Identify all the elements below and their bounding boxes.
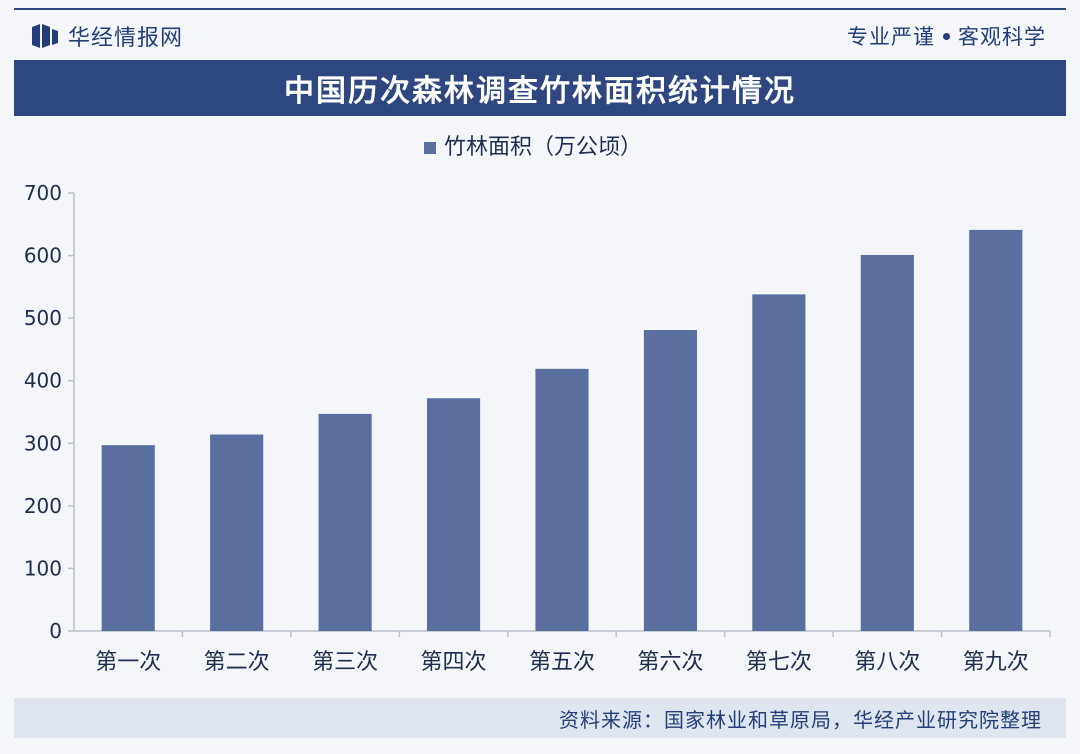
bar — [318, 413, 372, 631]
bar — [426, 398, 481, 631]
bar-chart: 竹林面积（万公顷） 0 100 200 300 400 500 600 700 第一次 第二次 第三次… — [24, 135, 1051, 675]
brand: 华经情报网 — [30, 20, 183, 52]
chart-area: 竹林面积（万公顷） 0 100 200 300 400 500 600 700 第一次 第二次 第三次… — [14, 120, 1066, 692]
x-tick-label: 第四次 — [421, 650, 487, 675]
legend-swatch — [424, 142, 436, 154]
y-tick-label: 500 — [24, 306, 62, 330]
bar — [643, 330, 698, 631]
x-tick-label: 第七次 — [746, 650, 812, 675]
y-tick-label: 200 — [24, 494, 62, 518]
chart-title: 中国历次森林调查竹林面积统计情况 — [284, 74, 796, 109]
x-tick-label: 第五次 — [529, 650, 595, 675]
y-tick-label: 400 — [24, 369, 62, 393]
x-tick-label: 第六次 — [637, 650, 703, 675]
bar — [752, 294, 806, 631]
bar — [210, 434, 264, 631]
slogan-dot-icon — [943, 32, 950, 40]
legend-label: 竹林面积（万公顷） — [444, 135, 642, 160]
bar — [101, 445, 155, 631]
y-tick-label: 700 — [24, 181, 62, 205]
slogan: 专业严谨 客观科学 — [847, 20, 1046, 52]
brand-logo-icon — [32, 24, 58, 48]
slogan-right: 客观科学 — [958, 25, 1046, 49]
y-tick-label: 600 — [24, 244, 62, 268]
x-tick-label: 第三次 — [312, 650, 378, 675]
title-bar: 中国历次森林调查竹林面积统计情况 — [14, 60, 1066, 116]
y-tick-label: 0 — [49, 619, 62, 643]
bar — [860, 254, 914, 631]
source-bar: 资料来源：国家林业和草原局，华经产业研究院整理 — [14, 698, 1066, 738]
top-rule — [14, 8, 1066, 10]
x-tick-label: 第二次 — [204, 650, 270, 675]
x-tick-label: 第八次 — [854, 650, 920, 675]
y-tick-label: 300 — [24, 431, 62, 455]
y-tick-label: 100 — [24, 556, 62, 580]
source-note: 资料来源：国家林业和草原局，华经产业研究院整理 — [559, 707, 1042, 732]
x-tick-label: 第一次 — [95, 650, 161, 675]
bar — [969, 229, 1023, 631]
slogan-left: 专业严谨 — [847, 25, 935, 49]
x-tick-label: 第九次 — [963, 650, 1029, 675]
bar — [535, 368, 589, 631]
brand-name: 华经情报网 — [68, 26, 184, 51]
